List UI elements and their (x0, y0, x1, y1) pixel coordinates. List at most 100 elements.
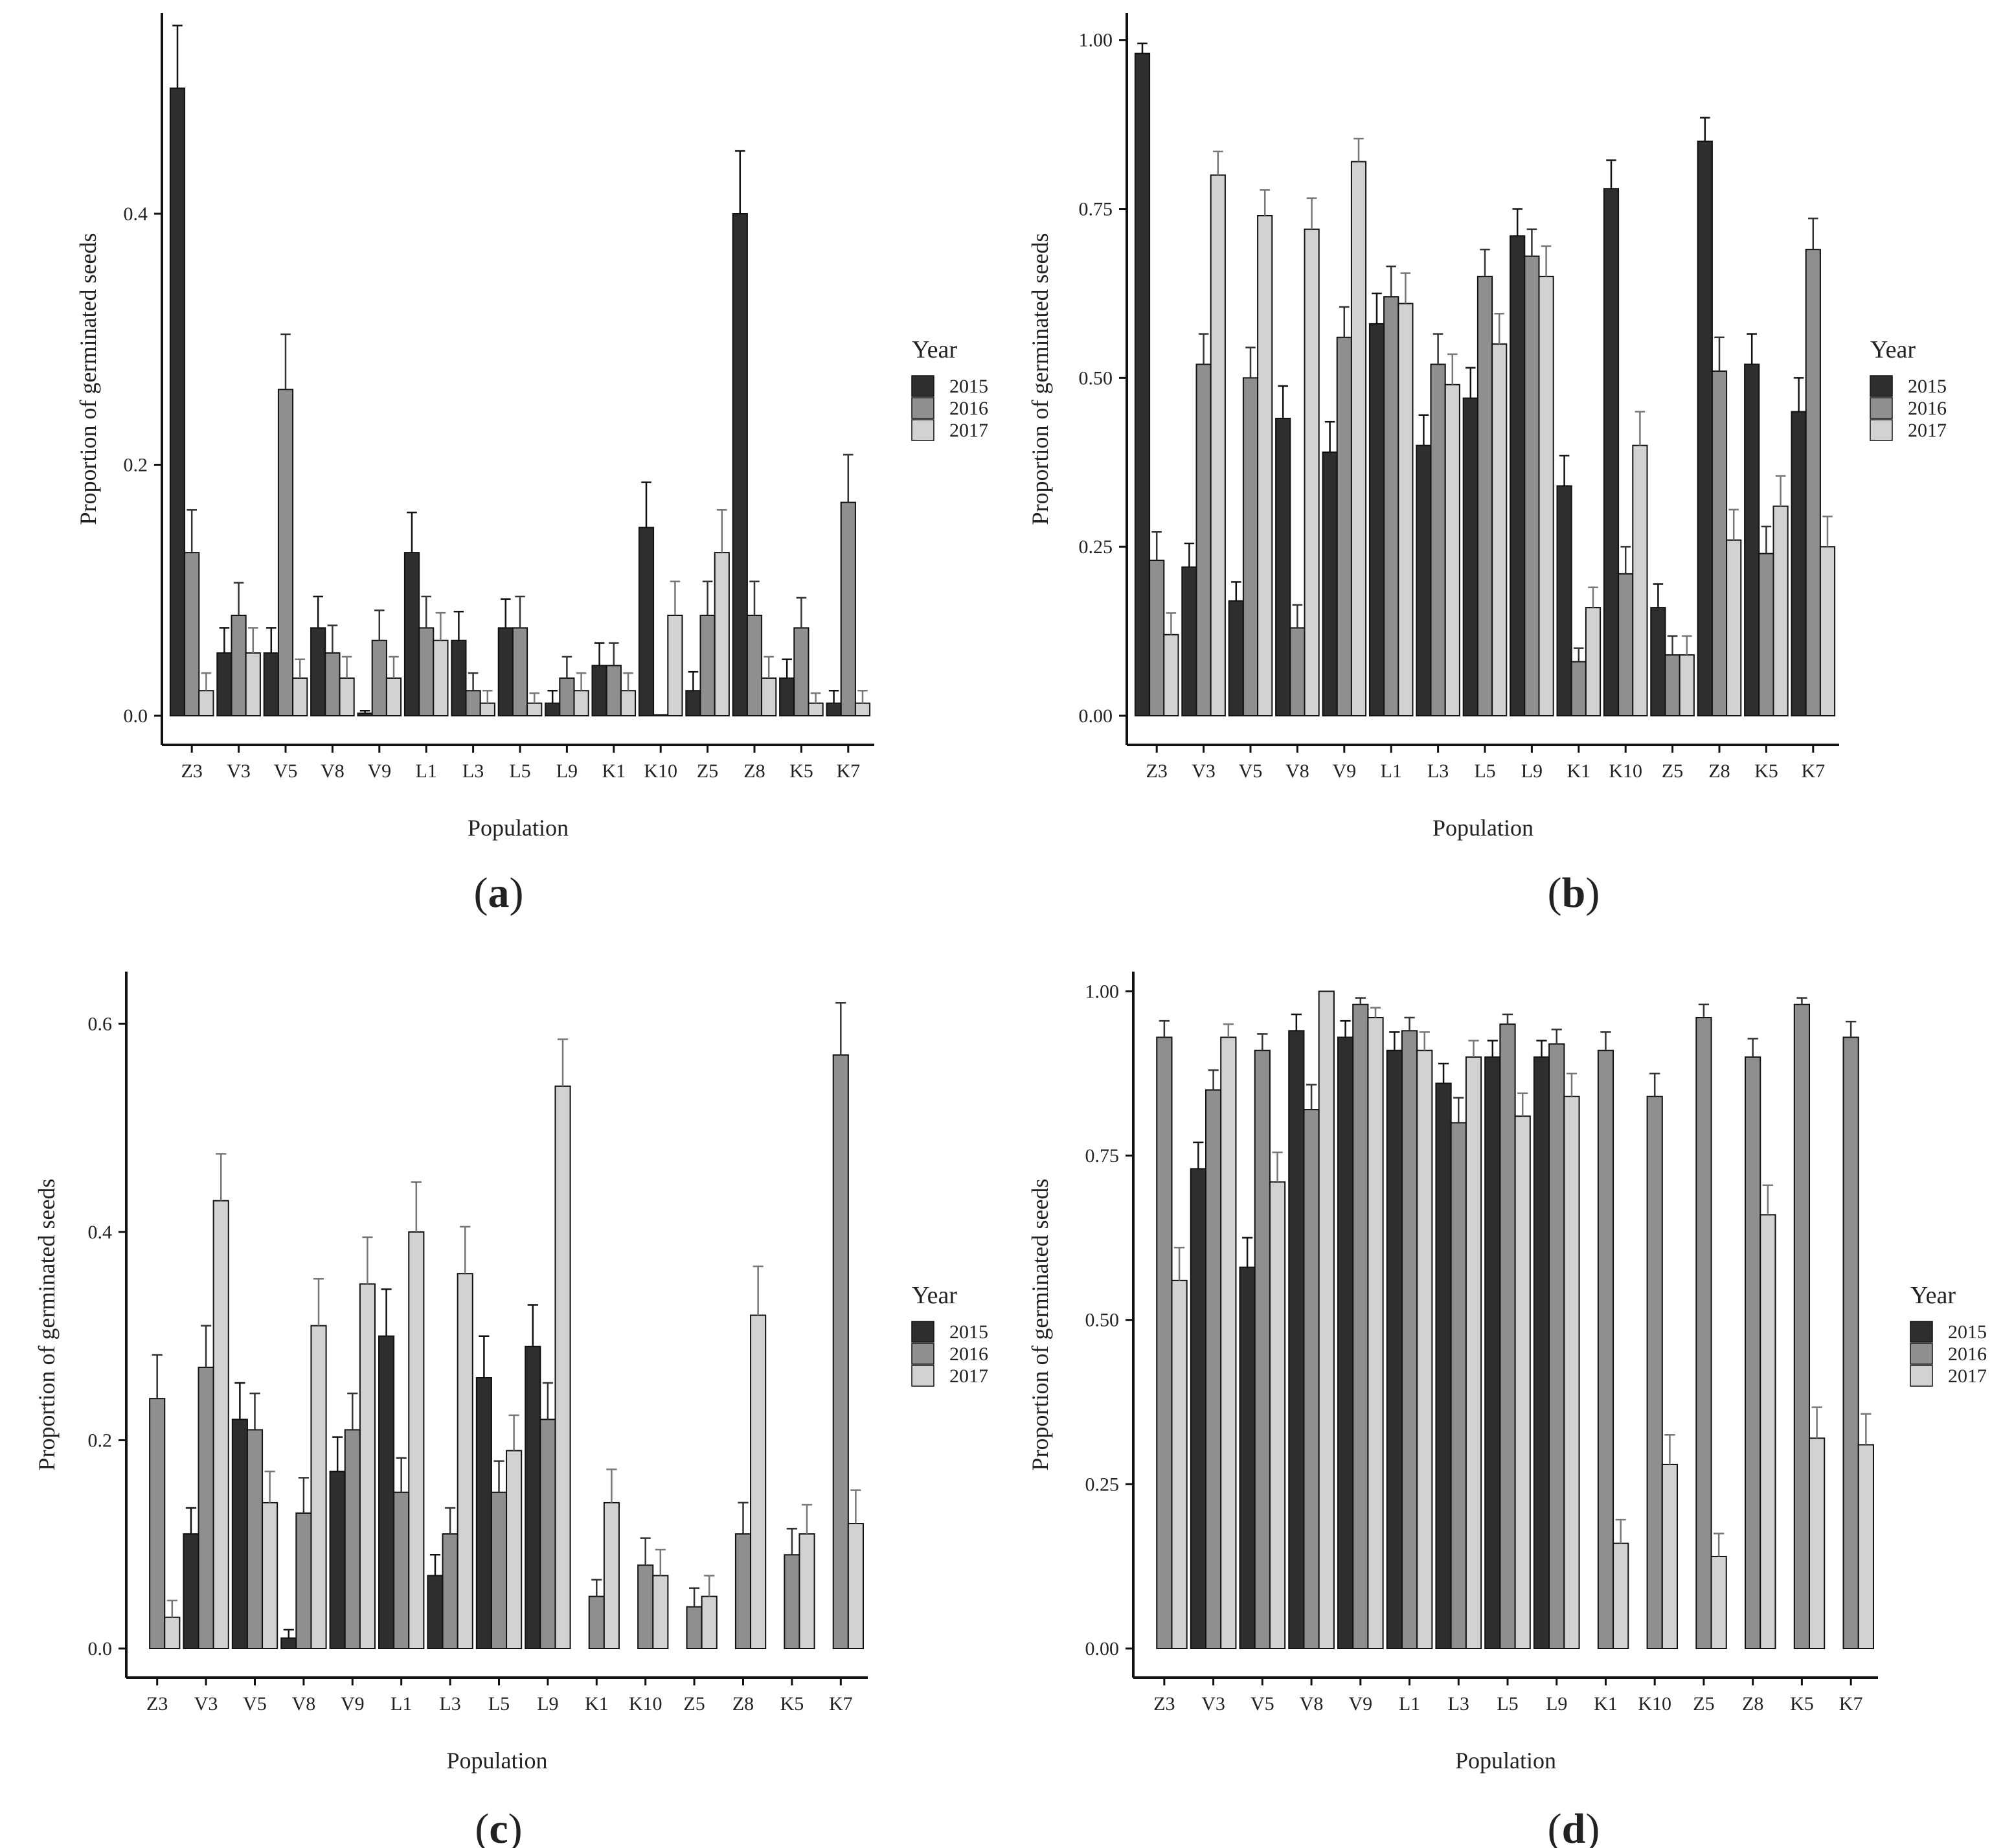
x-tick-label: L5 (1474, 760, 1495, 782)
x-tick-label: L5 (1497, 1693, 1518, 1715)
bar-2016-K7 (832, 1054, 849, 1649)
x-tick-label: V8 (1300, 1693, 1324, 1715)
bar-2016-V5 (1254, 1049, 1271, 1649)
bar-2017-K7 (1857, 1444, 1874, 1649)
x-tick-label: K1 (585, 1693, 609, 1715)
bar-2016-L9 (1548, 1043, 1565, 1649)
x-tick-label: V3 (1192, 760, 1216, 782)
x-tick-label: Z8 (743, 760, 765, 782)
bar-2015-L1 (1386, 1049, 1403, 1649)
bar-2017-V3 (1220, 1036, 1237, 1649)
bar-2017-L3 (479, 702, 495, 716)
x-tick-label: L1 (1399, 1693, 1420, 1715)
x-tick-label: K5 (1754, 760, 1778, 782)
bar-2016-K5 (793, 627, 809, 716)
y-tick-label: 0.0 (124, 705, 148, 727)
bar-2017-L3 (457, 1273, 473, 1649)
bar-2017-L1 (1416, 1049, 1433, 1649)
x-tick-label: K5 (1790, 1693, 1814, 1715)
legend-label-2015: 2015 (1908, 376, 1947, 397)
bar-2015-V9 (329, 1470, 346, 1650)
x-tick-label: K5 (789, 760, 813, 782)
bar-2017-V9 (385, 677, 402, 716)
bar-2016-V5 (246, 1429, 264, 1649)
bar-2016-L3 (1450, 1122, 1467, 1649)
bar-2017-K10 (667, 615, 683, 716)
bar-2016-K1 (605, 665, 622, 716)
y-axis-title: Proportion of germinated seeds (1027, 1179, 1053, 1471)
x-tick-label: L5 (509, 760, 530, 782)
bar-2016-L3 (465, 690, 481, 716)
bar-2015-L9 (1533, 1056, 1550, 1649)
x-tick-label: K10 (1609, 760, 1642, 782)
bar-2016-L5 (1477, 275, 1493, 716)
x-tick-label: L1 (1381, 760, 1402, 782)
bar-2017-K5 (1809, 1437, 1826, 1650)
x-tick-label: K1 (602, 760, 626, 782)
y-tick-label: 0.75 (1079, 199, 1113, 220)
bar-2017-Z8 (750, 1314, 767, 1649)
x-tick-label: K7 (1839, 1693, 1863, 1715)
bar-2016-V8 (1289, 627, 1306, 716)
legend-key-2017 (911, 1365, 934, 1387)
y-tick-label: 0.25 (1085, 1474, 1120, 1495)
x-tick-label: V9 (341, 1693, 365, 1715)
bar-2016-L1 (1383, 296, 1399, 716)
bar-2016-V8 (295, 1512, 312, 1649)
bar-2017-L5 (1514, 1115, 1531, 1649)
bar-2015-V8 (1275, 417, 1291, 716)
bar-2016-L9 (1524, 255, 1540, 717)
x-axis-title: Population (468, 815, 569, 841)
bar-2015-K1 (1556, 485, 1572, 716)
bar-2016-L3 (442, 1533, 458, 1649)
x-tick-label: Z8 (732, 1693, 754, 1715)
bar-2017-V5 (262, 1501, 278, 1650)
x-tick-label: L1 (390, 1693, 412, 1715)
chart-panel-b: 0.00 0.25 0.50 0.75 1.00 Z3 V3 V5 V8 V9 L1 L3 L5 L9 K1… (1027, 13, 1947, 917)
y-tick-label: 0.0 (88, 1638, 113, 1660)
x-tick-label: Z8 (1708, 760, 1730, 782)
x-tick-label: L5 (488, 1693, 510, 1715)
bar-2015-Z8 (732, 213, 748, 716)
legend-title: Year (1870, 336, 1916, 363)
bar-2017-L5 (506, 1450, 523, 1650)
y-axis-title: Proportion of germinated seeds (34, 1179, 60, 1471)
x-tick-label: V5 (243, 1693, 267, 1715)
bar-2015-Z8 (1697, 141, 1713, 717)
bar-2016-Z5 (1664, 654, 1680, 717)
legend-label-2015: 2015 (1948, 1321, 1987, 1343)
bar-2015-K7 (826, 702, 842, 716)
bar-2017-Z3 (164, 1616, 181, 1650)
bar-2017-K7 (854, 702, 871, 716)
legend-title: Year (912, 336, 957, 363)
y-tick-label: 0.6 (88, 1013, 113, 1034)
bar-2016-Z3 (1149, 560, 1165, 717)
bar-2017-V5 (292, 677, 308, 716)
bar-2015-K10 (1603, 188, 1620, 716)
x-tick-label: L9 (1521, 760, 1543, 782)
x-tick-label: Z8 (1742, 1693, 1763, 1715)
bar-2017-K7 (1819, 546, 1836, 716)
bar-2016-V5 (277, 389, 294, 716)
x-tick-label: Z3 (181, 760, 203, 782)
bar-2017-K10 (652, 1575, 669, 1649)
bar-2015-L1 (1368, 323, 1385, 716)
bar-2015-V9 (1322, 451, 1338, 716)
x-tick-label: Z3 (1153, 1693, 1175, 1715)
x-tick-label: L3 (439, 1693, 460, 1715)
legend-label-2016: 2016 (1908, 398, 1947, 419)
y-tick-label: 0.2 (124, 455, 148, 476)
bar-2015-V3 (1190, 1168, 1206, 1649)
panel-label: (b) (1548, 869, 1600, 917)
bar-2015-L3 (451, 639, 467, 716)
bar-2015-V3 (183, 1533, 199, 1649)
bar-2015-V5 (1239, 1266, 1256, 1649)
bar-2015-Z5 (685, 690, 701, 716)
y-tick-label: 0.4 (88, 1222, 113, 1243)
legend-label-2016: 2016 (949, 1343, 988, 1365)
bar-2016-L9 (559, 677, 575, 716)
bar-2017-L9 (573, 690, 589, 716)
bar-2015-V3 (216, 652, 232, 716)
x-tick-label: K1 (1594, 1693, 1618, 1715)
bar-2016-V3 (1205, 1089, 1222, 1649)
